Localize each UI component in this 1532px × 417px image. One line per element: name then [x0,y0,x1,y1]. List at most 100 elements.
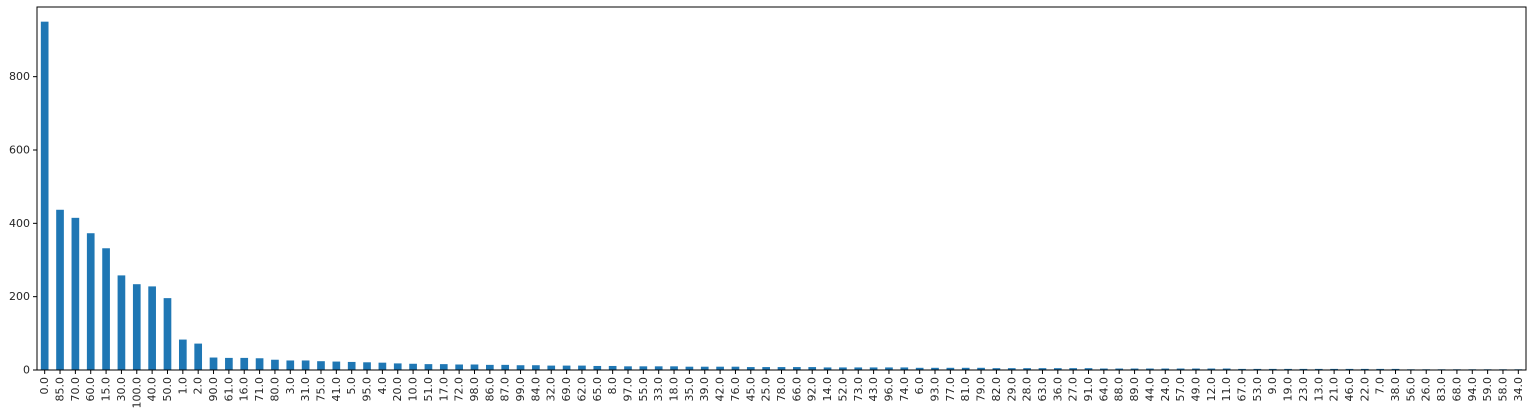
bar [777,367,786,370]
x-tick-label: 36.0 [1051,377,1064,402]
x-tick-label: 7.0 [1374,377,1387,395]
x-tick-label: 61.0 [222,377,235,402]
x-tick-label: 52.0 [836,377,849,402]
bar [194,343,203,370]
bar [332,361,341,370]
x-tick-label: 40.0 [146,377,159,402]
x-tick-label: 65.0 [591,377,604,402]
x-tick-label: 44.0 [1143,377,1156,402]
x-tick-label: 41.0 [330,377,343,402]
x-tick-label: 66.0 [790,377,803,402]
bar [578,365,586,370]
bar [547,365,556,370]
bar [1360,368,1369,370]
bar [931,367,939,370]
bar [1007,368,1016,370]
x-tick-label: 57.0 [1174,377,1187,402]
x-tick-label: 95.0 [361,377,374,402]
bar [56,209,64,370]
bar [700,366,709,370]
bar [516,365,525,370]
x-tick-label: 1.0 [176,377,189,395]
x-tick-label: 42.0 [714,377,727,402]
x-tick-label: 2.0 [192,377,205,395]
x-tick-label: 71.0 [253,377,266,402]
x-tick-label: 75.0 [314,377,327,402]
x-axis: 0.0 85.0 70.0 60.0 15.0 30.0 100.0 40.0 50.0 1.0 2… [38,370,1525,409]
bar [486,364,494,370]
y-tick-label: 0 [23,364,30,377]
x-tick-label: 18.0 [668,377,681,402]
bar [1284,368,1292,370]
bar [854,367,863,370]
x-tick-label: 16.0 [238,377,251,402]
bar [1161,368,1170,370]
bars-group [40,21,1523,371]
bar [731,366,740,370]
bar [1238,368,1246,370]
bar [209,357,218,370]
x-tick-label: 4.0 [376,377,389,395]
bar [178,339,187,370]
x-tick-label: 87.0 [499,377,512,402]
x-tick-label: 13.0 [1312,377,1325,402]
bar [1299,368,1308,370]
bar [255,358,264,370]
x-tick-label: 96.0 [882,377,895,402]
x-tick-label: 21.0 [1328,377,1341,402]
x-tick-label: 22.0 [1358,377,1371,402]
y-tick-label: 800 [9,70,30,83]
bar [1069,368,1077,370]
bar [793,367,801,370]
x-tick-label: 38.0 [1389,377,1402,402]
x-tick-label: 19.0 [1282,377,1295,402]
x-tick-label: 70.0 [69,377,82,402]
plot-frame [36,6,1527,371]
bar [562,365,571,370]
x-tick-label: 86.0 [483,377,496,402]
x-tick-label: 97.0 [621,377,634,402]
x-tick-label: 45.0 [744,377,757,402]
x-tick-label: 62.0 [575,377,588,402]
bar [363,362,371,370]
x-tick-label: 56.0 [1404,377,1417,402]
bar [1100,368,1108,370]
x-tick-label: 76.0 [729,377,742,402]
x-tick-label: 15.0 [100,377,113,402]
bar [1207,368,1216,370]
bar [1222,368,1231,370]
x-tick-label: 32.0 [545,377,558,402]
x-tick-label: 26.0 [1420,377,1433,402]
x-tick-label: 27.0 [1067,377,1080,402]
x-tick-label: 58.0 [1496,377,1509,402]
x-tick-label: 89.0 [1128,377,1141,402]
bar [593,365,602,370]
bar [1053,368,1062,370]
bar [839,367,847,370]
bar [163,298,172,370]
bar [132,284,141,370]
x-tick-label: 72.0 [453,377,466,402]
bar [117,275,126,370]
x-tick-label: 50.0 [161,377,174,402]
bar [654,366,663,370]
bar [1345,368,1354,370]
x-tick-label: 85.0 [54,377,67,402]
x-tick-label: 53.0 [1251,377,1264,402]
bar [1146,368,1154,370]
bar [762,367,770,370]
x-tick-label: 30.0 [115,377,128,402]
bar [532,365,540,370]
x-tick-label: 69.0 [560,377,573,402]
bar [1391,368,1400,370]
bar [746,367,755,370]
x-tick-label: 49.0 [1189,377,1202,402]
bar [317,361,325,370]
bar [1038,368,1047,370]
bar [102,248,110,370]
x-tick-label: 74.0 [898,377,911,402]
x-tick-label: 59.0 [1481,377,1494,402]
bar [1130,368,1139,370]
x-tick-label: 46.0 [1343,377,1356,402]
